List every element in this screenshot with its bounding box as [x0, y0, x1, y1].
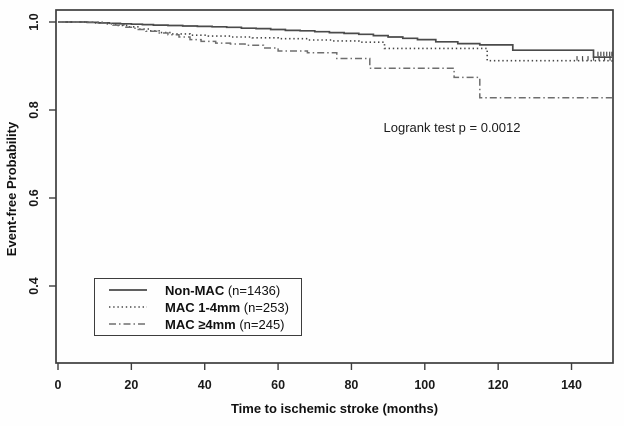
curve-mac-1-4mm	[58, 21, 613, 62]
dotted-line-sample-icon	[109, 306, 147, 308]
legend-item-mac-ge4mm: MAC ≥4mm (n=245)	[95, 316, 301, 333]
x-tick-label: 120	[488, 378, 509, 392]
y-tick-label: 1.0	[27, 13, 41, 30]
x-tick-label: 80	[344, 378, 358, 392]
legend-item-mac-1-4mm: MAC 1-4mm (n=253)	[95, 299, 301, 316]
y-tick-label: 0.6	[27, 189, 41, 206]
legend-label: MAC ≥4mm (n=245)	[165, 317, 285, 332]
curve-mac-4mm	[58, 21, 612, 99]
curve-non-mac	[58, 21, 612, 59]
logrank-annotation: Logrank test p = 0.0012	[383, 120, 521, 135]
legend-series-name: Non-MAC	[165, 282, 225, 298]
x-tick-label: 60	[271, 378, 285, 392]
dashdot-line-sample-icon	[109, 323, 147, 325]
x-tick-label: 20	[124, 378, 138, 392]
legend-series-name: MAC ≥4mm	[165, 316, 236, 332]
x-tick-label: 100	[414, 378, 435, 392]
x-tick-label: 40	[198, 378, 212, 392]
legend-series-name: MAC 1-4mm	[165, 299, 241, 315]
legend-series-count: (n=253)	[243, 299, 289, 315]
solid-line-sample-icon	[109, 289, 147, 291]
y-tick-label: 0.4	[27, 277, 41, 294]
legend-series-count: (n=1436)	[227, 282, 281, 298]
x-tick-label: 0	[55, 378, 62, 392]
x-tick-label: 140	[561, 378, 582, 392]
legend-item-non-mac: Non-MAC (n=1436)	[95, 282, 301, 299]
y-tick-label: 0.8	[27, 101, 41, 118]
legend-label: Non-MAC (n=1436)	[165, 283, 280, 298]
plot-frame	[55, 9, 614, 364]
legend-label: MAC 1-4mm (n=253)	[165, 300, 289, 315]
legend-series-count: (n=245)	[239, 316, 285, 332]
legend-box: Non-MAC (n=1436) MAC 1-4mm (n=253) MAC ≥…	[94, 278, 302, 336]
y-axis-title: Event-free Probability	[4, 121, 19, 257]
x-axis-title: Time to ischemic stroke (months)	[230, 401, 439, 416]
